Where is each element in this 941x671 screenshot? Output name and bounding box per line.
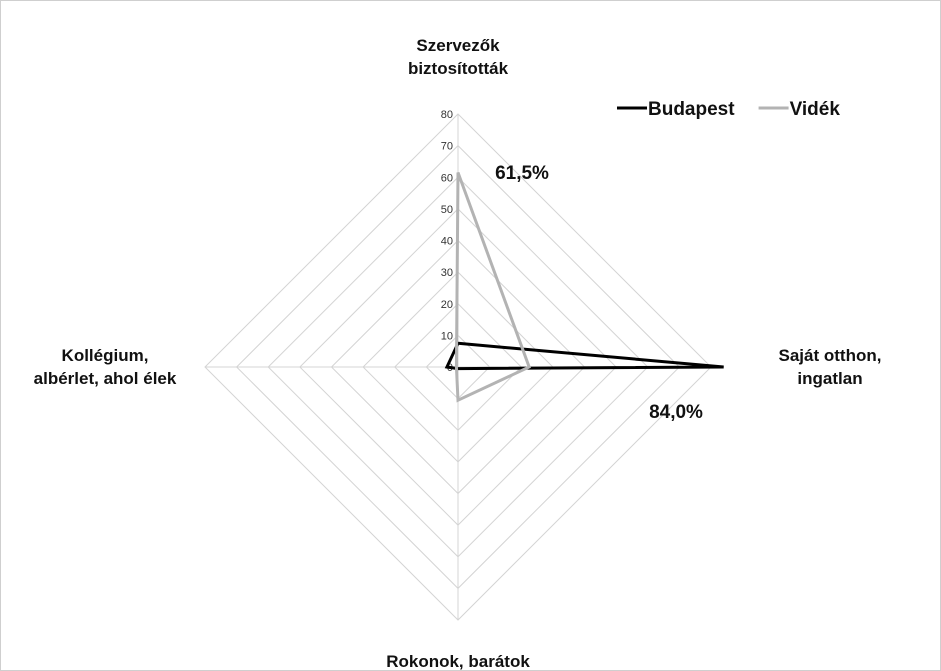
legend-label-budapest: Budapest: [648, 99, 735, 120]
tick-label: 30: [441, 267, 453, 279]
series-videk-line: [454, 171, 532, 403]
legend: Budapest Vidék: [617, 99, 840, 120]
series-budapest-line: [444, 341, 724, 371]
annotation-budapest: 84,0%: [649, 402, 703, 423]
category-label-szervezok-biztositottak: Szervezők biztosították: [408, 36, 509, 78]
tick-label: 60: [441, 172, 453, 184]
tick-label: 40: [441, 236, 453, 248]
category-label-rokonok-baratok: Rokonok, barátok: [386, 652, 530, 671]
category-label-kollegium-alberlet-ahol-elek: Kollégium, albérlet, ahol élek: [34, 346, 177, 388]
tick-label: 20: [441, 299, 453, 311]
tick-label: 80: [441, 109, 453, 121]
tick-label: 50: [441, 204, 453, 216]
legend-label-videk: Vidék: [790, 99, 841, 120]
tick-label: 10: [441, 330, 453, 342]
series-layer: [444, 171, 724, 403]
tick-label: 70: [441, 141, 453, 153]
category-labels: Szervezők biztosították Saját otthon, ingat…: [34, 36, 882, 671]
annotations: 61,5% 84,0%: [495, 163, 703, 423]
annotation-videk: 61,5%: [495, 163, 549, 184]
category-label-sajat-otthon-ingatlan: Saját otthon, ingatlan: [779, 346, 882, 388]
